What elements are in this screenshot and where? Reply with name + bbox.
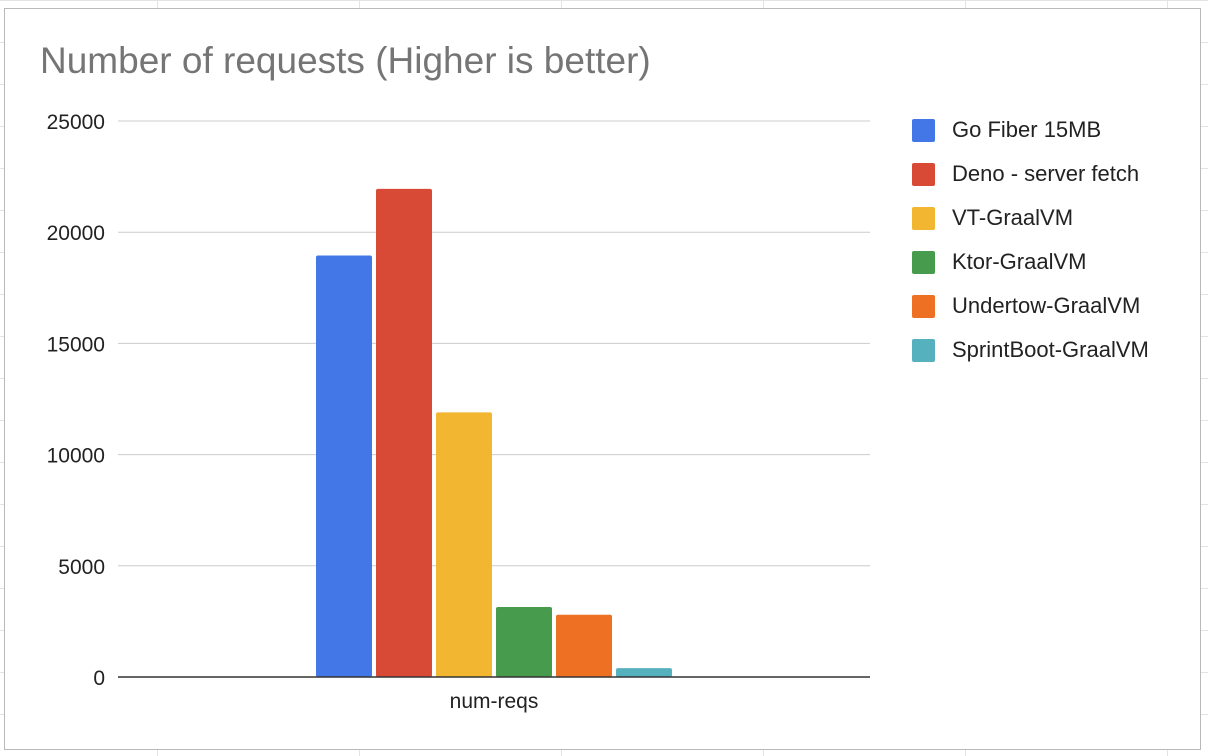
legend-swatch: [912, 118, 935, 142]
bar-vt-graalvm: [436, 412, 492, 677]
y-tick-label: 15000: [47, 333, 105, 356]
legend-swatch: [912, 250, 935, 274]
legend-label: VT-GraalVM: [952, 205, 1074, 230]
legend-item: Deno - server fetch: [912, 152, 1149, 196]
legend-label: Undertow-GraalVM: [952, 293, 1141, 318]
legend-item: VT-GraalVM: [912, 196, 1149, 240]
y-tick-label: 25000: [47, 111, 105, 134]
legend-label: SprintBoot-GraalVM: [952, 337, 1149, 362]
x-category-label: num-reqs: [450, 690, 539, 713]
legend-label: Deno - server fetch: [952, 161, 1140, 186]
legend-item: SprintBoot-GraalVM: [912, 328, 1149, 372]
legend-item: Go Fiber 15MB: [912, 108, 1149, 152]
y-tick-label: 5000: [58, 556, 105, 579]
y-tick-label: 10000: [47, 445, 105, 468]
legend-swatch: [912, 294, 935, 318]
legend-item: Ktor-GraalVM: [912, 240, 1149, 284]
legend-item: Undertow-GraalVM: [912, 284, 1149, 328]
bar-deno-server-fetch: [376, 188, 432, 677]
y-tick-label: 20000: [47, 222, 105, 245]
legend-label: Go Fiber 15MB: [952, 117, 1102, 142]
y-tick-label: 0: [93, 667, 105, 690]
chart-legend: Go Fiber 15MB Deno - server fetch VT-Graal…: [912, 108, 1149, 372]
legend-swatch: [912, 338, 935, 362]
legend-swatch: [912, 206, 935, 230]
bar-go-fiber-15mb: [316, 255, 372, 677]
bar-ktor-graalvm: [496, 606, 552, 677]
chart-title: Number of requests (Higher is better): [40, 40, 651, 81]
legend-swatch: [912, 162, 935, 186]
bar-sprintboot-graalvm: [616, 668, 672, 677]
bar-undertow-graalvm: [556, 614, 612, 677]
legend-label: Ktor-GraalVM: [952, 249, 1087, 274]
